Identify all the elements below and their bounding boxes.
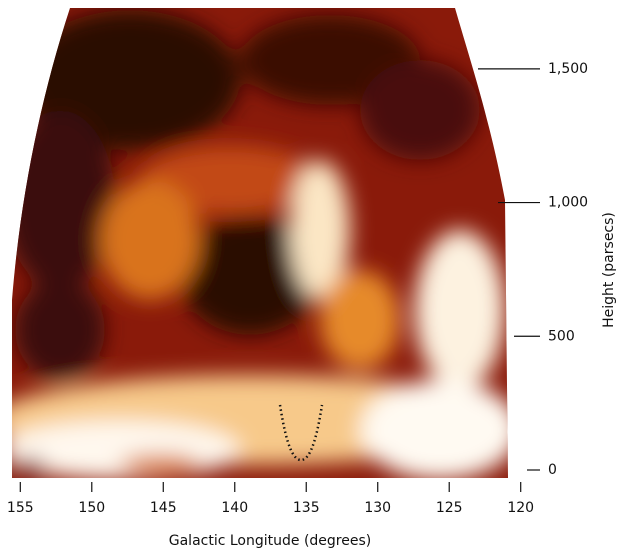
x-tick-label: 135	[293, 500, 320, 516]
x-tick-label: 150	[78, 500, 105, 516]
outline-marker	[278, 404, 324, 462]
y-tick-label: 1,000	[548, 195, 588, 211]
x-tick-label: 130	[364, 500, 391, 516]
y-tick-label: 0	[548, 462, 557, 478]
x-tick-label: 145	[150, 500, 177, 516]
x-tick-label: 125	[436, 500, 463, 516]
heat-map	[12, 8, 508, 478]
y-tick-label: 1,500	[548, 61, 588, 77]
y-axis-label: Height (parsecs)	[601, 212, 617, 328]
x-axis-label: Galactic Longitude (degrees)	[169, 533, 371, 549]
x-tick-label: 155	[7, 500, 34, 516]
y-tick-label: 500	[548, 328, 575, 344]
x-tick-label: 140	[221, 500, 248, 516]
x-tick-label: 120	[507, 500, 534, 516]
